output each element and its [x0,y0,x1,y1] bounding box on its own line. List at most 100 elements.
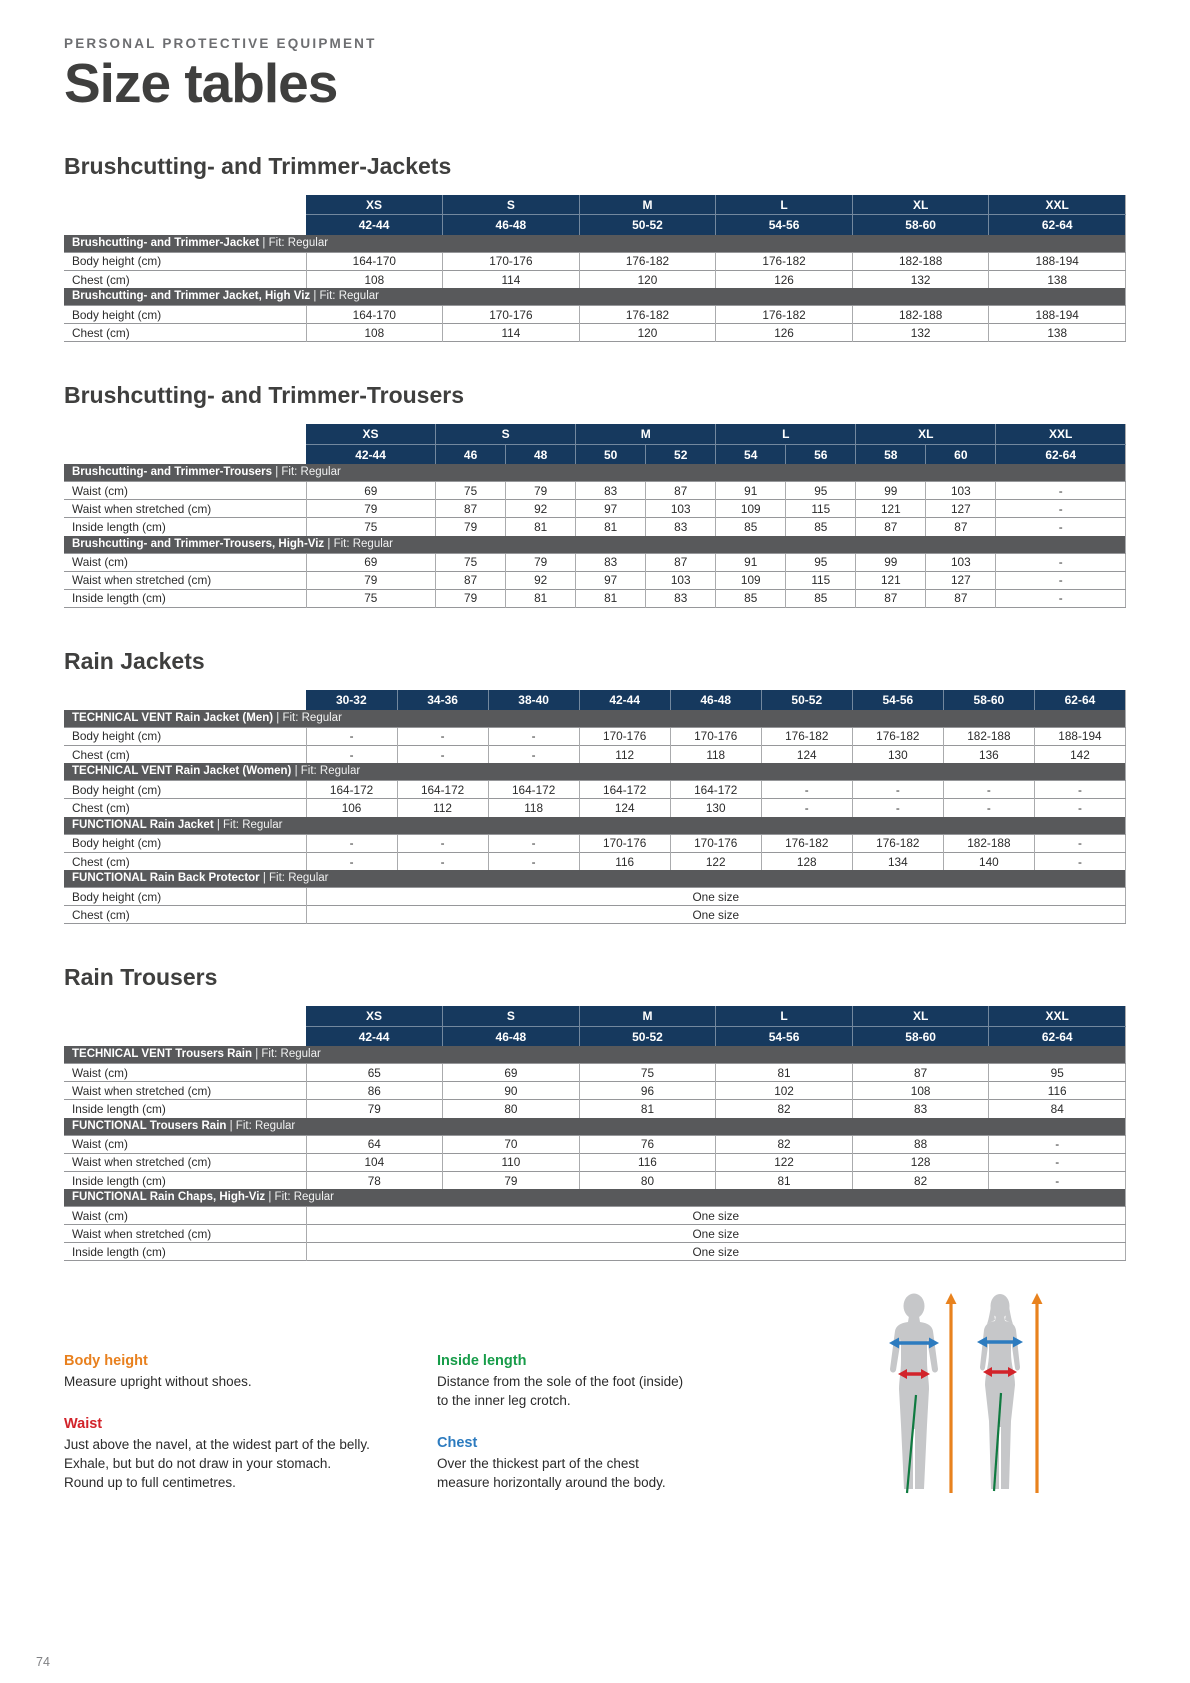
size-cell: 87 [645,481,716,500]
size-cell: 142 [1033,744,1126,764]
size-cell: 81 [715,1170,853,1190]
size-cell: - [760,798,853,817]
size-cell: 170-176 [578,833,671,853]
size-number-header: 42-44 [306,1025,443,1047]
size-cell: 85 [785,517,856,536]
size-tables-container: Brushcutting- and Trimmer-Jackets XS S M L XL… [64,153,1126,1262]
size-cell: 130 [851,744,944,764]
size-cell: 127 [925,499,996,518]
size-number-header: 42-44 [578,689,671,710]
size-cell: - [942,798,1035,817]
note-title: Chest [437,1435,478,1452]
notes-column-right: Inside length Distance from the sole of t… [437,1353,767,1517]
header-corner [64,195,306,215]
note-chest: Chest Over the thickest part of the chest… [437,1435,767,1493]
size-number-header: 54-56 [715,214,853,235]
size-cell: 83 [575,481,646,500]
size-cell: 99 [855,552,926,572]
size-number-header: 54 [715,443,786,465]
size-cell: 138 [988,323,1126,342]
size-letter-header: S [442,194,580,215]
size-number-header: 46-48 [442,214,580,235]
size-cell: 134 [851,851,944,871]
header-corner [64,424,306,444]
size-cell: 112 [396,798,489,817]
table-block-jackets: Brushcutting- and Trimmer-Jackets XS S M L XL… [64,153,1126,343]
note-title: Inside length [437,1353,527,1370]
section-header: FUNCTIONAL Rain Jacket | Fit: Regular [64,816,1126,835]
section-header: Brushcutting- and Trimmer-Trousers, High… [64,535,1126,554]
size-cell: 116 [988,1081,1126,1100]
size-cell: 182-188 [851,251,989,271]
row-label: Body height (cm) [64,833,307,853]
size-cell: - [851,798,944,817]
size-cell: 124 [760,744,853,764]
one-size-cell: One size [305,1224,1126,1243]
page-title: Size tables [64,52,338,114]
row-label: Chest (cm) [64,323,307,342]
size-cell: 176-182 [760,726,853,746]
size-letter-header: M [578,1006,716,1027]
size-letter-header: L [715,194,853,215]
size-cell: - [988,1152,1126,1172]
one-size-cell: One size [305,1206,1126,1225]
female-figure-silhouette [980,1294,1020,1490]
size-number-header: 46-48 [442,1025,580,1047]
eyebrow: PERSONAL PROTECTIVE EQUIPMENT [64,36,377,51]
size-cell: 87 [435,570,506,590]
chest-arrow [977,1336,1023,1348]
one-size-cell: One size [305,887,1126,906]
size-cell: 81 [505,588,576,608]
size-cell: - [995,517,1126,536]
size-cell: 164-172 [578,780,671,799]
chest-arrow [889,1337,939,1349]
size-cell: - [995,481,1126,500]
size-cell: 87 [855,517,926,536]
male-figure-silhouette [890,1293,938,1490]
size-cell: 64 [305,1134,443,1154]
size-cell: 176-182 [715,251,853,271]
row-label: Waist when stretched (cm) [64,499,307,518]
one-size-cell: One size [305,1242,1126,1261]
row-label: Inside length (cm) [64,588,307,608]
size-cell: 75 [305,588,436,608]
size-cell: - [995,570,1126,590]
row-label: Waist when stretched (cm) [64,1081,307,1100]
size-cell: 176-182 [851,833,944,853]
size-cell: 79 [505,481,576,500]
size-cell: 176-182 [578,251,716,271]
size-cell: 86 [305,1081,443,1100]
size-cell: 115 [785,570,856,590]
note-text: Distance from the sole of the foot (insi… [437,1374,684,1409]
row-label: Chest (cm) [64,905,307,924]
size-cell: 83 [645,517,716,536]
row-label: Waist (cm) [64,481,307,500]
size-cell: 88 [851,1134,989,1154]
table-block-rain-trousers: Rain Trousers XS S M L XL XXL 42-44 46-48 50-52 54… [64,964,1126,1262]
size-cell: 140 [942,851,1035,871]
size-cell: - [396,851,489,871]
size-cell: 85 [715,588,786,608]
note-inside-length: Inside length Distance from the sole of t… [437,1353,767,1411]
size-cell: 164-172 [487,780,580,799]
size-number-header: 50 [575,443,646,465]
size-cell: 127 [925,570,996,590]
size-cell: - [988,1134,1126,1154]
size-letter-header: L [715,424,856,445]
size-cell: 103 [645,499,716,518]
size-cell: - [1033,851,1126,871]
size-cell: - [487,726,580,746]
size-number-header: 60 [925,443,996,465]
size-cell: 65 [305,1063,443,1082]
header-corner [64,215,306,235]
size-cell: 120 [578,269,716,289]
row-label: Body height (cm) [64,780,307,799]
row-label: Chest (cm) [64,851,307,871]
row-label: Body height (cm) [64,251,307,271]
size-cell: - [487,851,580,871]
size-letter-header: XL [851,194,989,215]
size-cell: - [851,780,944,799]
size-number-header: 62-64 [988,214,1126,235]
size-cell: 76 [578,1134,716,1154]
size-cell: 79 [435,588,506,608]
